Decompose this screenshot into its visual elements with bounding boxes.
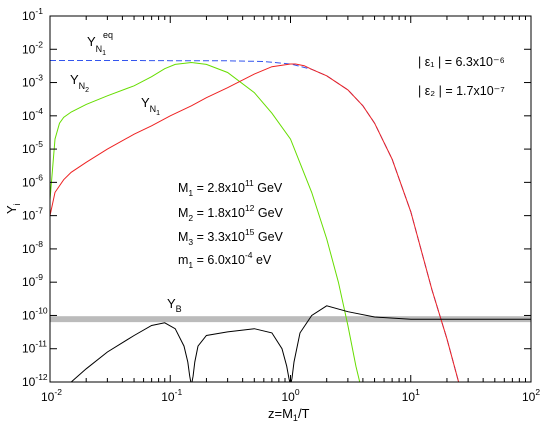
x-tick-label: 10-1 <box>161 387 182 404</box>
series-yn1-line <box>50 63 460 382</box>
y-tick-label: 10-8 <box>22 239 43 256</box>
x-tick-label: 102 <box>522 387 540 404</box>
y-tick-label: 10-3 <box>22 73 43 90</box>
series-layer <box>50 60 531 382</box>
param-m1: M1 = 2.8x1011 GeV <box>178 178 283 198</box>
x-tick-label: 101 <box>402 387 420 404</box>
label-yb: YB <box>167 296 182 314</box>
y-tick-label: 10-9 <box>22 272 43 289</box>
ticks-layer <box>49 15 532 383</box>
y-tick-label: 10-2 <box>22 39 43 56</box>
y-tick-label: 10-5 <box>22 139 43 156</box>
y-tick-label: 10-4 <box>22 106 43 123</box>
x-tick-label: 100 <box>282 387 300 404</box>
parameter-block: M1 = 2.8x1011 GeV M2 = 1.8x1012 GeV M3 =… <box>178 178 284 270</box>
epsilon-2-annotation: | ε₂ | = 1.7x10⁻⁷ <box>418 84 505 98</box>
tick-labels: 10-2 10-1 100 101 102 10-12 10-11 10-10 10-9 10-8… <box>22 6 540 404</box>
y-tick-label: 10-1 <box>22 6 43 23</box>
label-yn2: YN2 <box>70 72 89 94</box>
series-yb-line <box>70 305 531 382</box>
param-m3: M3 = 3.3x1015 GeV <box>178 227 284 247</box>
epsilon-1-annotation: | ε₁ | = 6.3x10⁻⁶ <box>418 55 505 69</box>
y-tick-label: 10-6 <box>22 172 43 189</box>
y-tick-label: 10-11 <box>22 339 47 356</box>
param-light-m1: m1 = 6.0x10-4 eV <box>178 250 272 270</box>
label-yn1: YN1 <box>141 95 160 117</box>
series-yn2-line <box>50 61 361 382</box>
y-axis-label: Yi <box>4 203 22 214</box>
yb-observed-band <box>50 316 531 323</box>
label-yneq: YN1eq <box>87 30 113 57</box>
y-tick-label: 10-10 <box>22 305 48 322</box>
x-tick-label: 10-2 <box>41 387 62 404</box>
param-m2: M2 = 1.8x1012 GeV <box>178 203 284 223</box>
x-axis-label: z=M1/T <box>268 406 310 423</box>
y-tick-label: 10-7 <box>22 206 43 223</box>
y-tick-label: 10-12 <box>22 372 48 389</box>
